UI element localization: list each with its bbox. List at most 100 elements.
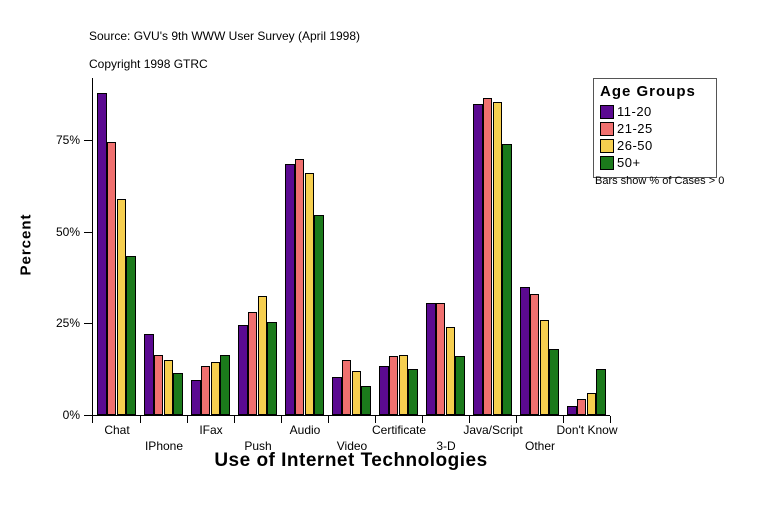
legend-entries: 11-20 21-25 26-50 50+ xyxy=(600,103,710,171)
bar xyxy=(116,198,127,415)
bar xyxy=(191,380,201,415)
bar xyxy=(567,405,577,415)
copyright-note: Copyright 1998 GTRC xyxy=(89,57,208,71)
bar xyxy=(332,376,342,415)
y-tick-label-text: 75% xyxy=(55,133,80,147)
legend-swatch-icon xyxy=(600,104,614,119)
bar xyxy=(200,365,211,415)
bar xyxy=(435,303,446,415)
legend-swatch-icon xyxy=(600,121,614,136)
bar xyxy=(144,334,154,415)
x-tick xyxy=(516,416,517,423)
x-tick-label: IPhone xyxy=(144,439,184,453)
bar xyxy=(153,354,164,415)
x-axis-title: Use of Internet Technologies xyxy=(214,450,488,471)
bar xyxy=(341,360,352,415)
bar xyxy=(267,321,277,415)
bar xyxy=(539,319,550,415)
x-tick-label: Certificate xyxy=(371,423,427,437)
bar xyxy=(285,164,295,415)
x-tick-label: Video xyxy=(336,439,368,453)
bar xyxy=(576,398,587,415)
bar xyxy=(257,295,268,415)
x-tick-label: IFax xyxy=(199,423,223,437)
x-tick xyxy=(140,416,141,423)
x-tick-label: Other xyxy=(524,439,556,453)
legend-item-label: 50+ xyxy=(617,154,641,170)
bar xyxy=(220,354,230,415)
bar xyxy=(426,303,436,415)
bar xyxy=(445,327,456,415)
y-tick-label-text: 50% xyxy=(55,225,80,239)
bar xyxy=(247,312,258,415)
legend-swatch-icon xyxy=(600,155,614,170)
bar xyxy=(163,360,174,415)
y-tick xyxy=(84,140,93,141)
bar xyxy=(408,369,418,415)
bars-layer xyxy=(93,78,610,415)
bar xyxy=(361,385,371,415)
legend-item[interactable]: 50+ xyxy=(600,154,710,171)
bar xyxy=(473,103,483,415)
x-tick xyxy=(375,416,376,423)
x-tick-label: Push xyxy=(244,439,272,453)
bar xyxy=(520,286,530,415)
y-tick-label: 75% xyxy=(20,134,80,146)
x-tick xyxy=(422,416,423,423)
legend: Age Groups 11-20 21-25 26-50 50+ xyxy=(593,78,717,178)
bar xyxy=(210,361,221,415)
legend-footnote: Bars show % of Cases > 0 xyxy=(595,175,725,187)
x-axis-line xyxy=(92,415,610,416)
x-tick xyxy=(234,416,235,423)
x-tick-label: Audio xyxy=(289,423,321,437)
y-tick xyxy=(84,232,93,233)
x-tick xyxy=(187,416,188,423)
x-tick xyxy=(563,416,564,423)
bar xyxy=(351,371,362,415)
y-tick-label: 25% xyxy=(20,317,80,329)
legend-item[interactable]: 21-25 xyxy=(600,120,710,137)
y-axis-title: Percent xyxy=(17,213,35,276)
legend-swatch-icon xyxy=(600,138,614,153)
bar xyxy=(529,294,540,415)
legend-title: Age Groups xyxy=(600,83,696,100)
legend-item-label: 26-50 xyxy=(617,137,653,153)
legend-item-label: 11-20 xyxy=(617,103,652,119)
legend-item[interactable]: 11-20 xyxy=(600,103,710,120)
source-note: Source: GVU's 9th WWW User Survey (April… xyxy=(89,29,361,43)
bar xyxy=(294,158,305,415)
x-tick xyxy=(469,416,470,423)
y-tick-label: 0% xyxy=(20,409,80,421)
legend-item[interactable]: 26-50 xyxy=(600,137,710,154)
legend-item-label: 21-25 xyxy=(617,120,653,136)
x-tick-label: Chat xyxy=(104,423,130,437)
x-tick-label: Don't Know xyxy=(556,423,618,437)
y-tick-label-text: 25% xyxy=(55,316,80,330)
bar xyxy=(502,143,512,415)
bar xyxy=(106,142,117,415)
bar xyxy=(596,369,606,415)
y-tick xyxy=(84,415,93,416)
bar xyxy=(482,98,493,415)
x-tick-label: Java/Script xyxy=(463,423,523,437)
y-tick-label-text: 0% xyxy=(62,408,80,422)
bar xyxy=(549,349,559,415)
x-tick xyxy=(281,416,282,423)
bar xyxy=(173,372,183,415)
bar xyxy=(398,354,409,415)
bar xyxy=(304,173,315,415)
x-tick xyxy=(328,416,329,423)
bar xyxy=(388,356,399,415)
bar xyxy=(586,393,597,415)
bar xyxy=(314,215,324,415)
x-tick xyxy=(92,416,93,423)
bar xyxy=(492,101,503,415)
x-tick-label: 3-D xyxy=(436,439,456,453)
bar xyxy=(455,356,465,415)
bar xyxy=(97,92,107,415)
y-tick-label: 50% xyxy=(20,226,80,238)
y-tick xyxy=(84,323,93,324)
bar xyxy=(238,325,248,415)
x-tick xyxy=(610,416,611,423)
bar xyxy=(379,365,389,415)
